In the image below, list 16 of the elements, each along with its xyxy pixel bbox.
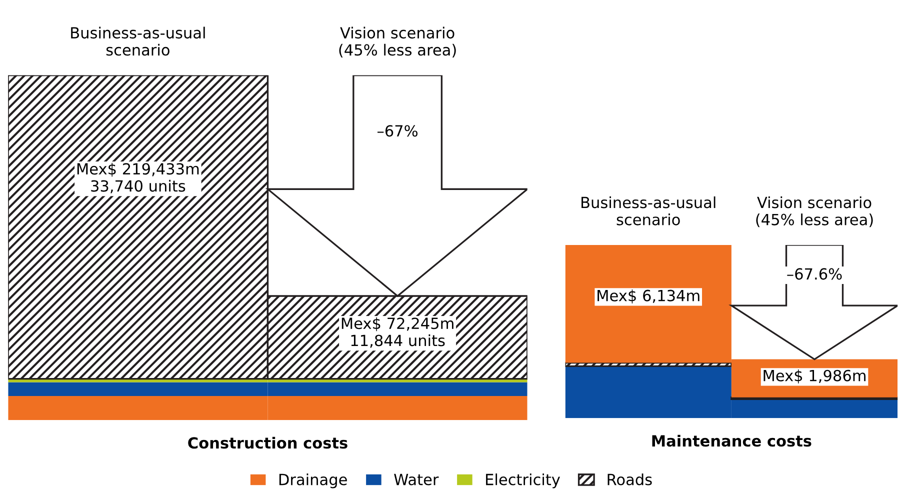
x-tick-label: Vision scenario (45% less area) <box>756 196 873 228</box>
annotation: –67.6% <box>787 268 842 280</box>
x-tick-label: Business-as-usual scenario <box>582 196 716 226</box>
annotation: –67% <box>377 125 418 137</box>
legend-label: Water <box>394 474 439 486</box>
legend-label: Roads <box>608 473 652 486</box>
x-axis-title: Maintenance costs <box>652 434 812 447</box>
x-tick-label: Vision scenario (45% less area) <box>339 26 456 58</box>
annotation: Mex$ 1,986m <box>764 370 866 384</box>
annotation: Mex$ 6,134m <box>598 290 700 304</box>
annotation: Mex$ 219,433m 33,740 units <box>77 162 199 194</box>
legend-label: Electricity <box>486 473 560 488</box>
x-axis-title: Construction costs <box>188 436 348 449</box>
legend-label: Drainage <box>279 473 347 488</box>
x-tick-label: Business-as-usual scenario <box>71 26 205 56</box>
annotation: Mex$ 72,245m 11,844 units <box>342 317 454 348</box>
